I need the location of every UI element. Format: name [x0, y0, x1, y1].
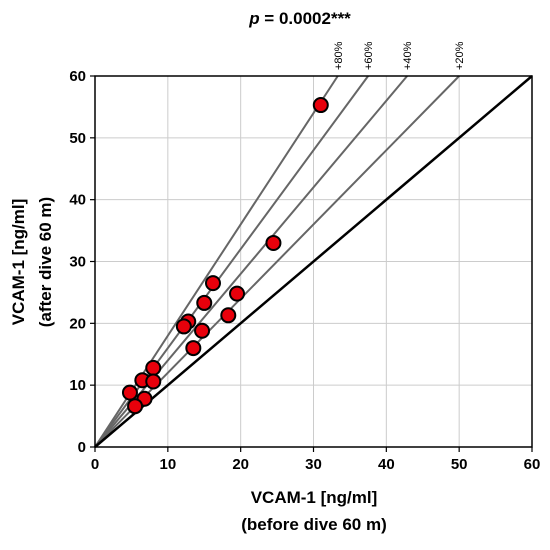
data-point	[175, 318, 192, 335]
data-point	[265, 234, 282, 251]
chart-title: p = 0.0002***	[248, 9, 351, 28]
reference-line-label: +40%	[402, 41, 414, 70]
y-tick-label: 20	[69, 315, 86, 332]
data-point	[312, 97, 329, 114]
x-tick-label: 0	[91, 456, 99, 473]
data-point	[121, 384, 138, 401]
identity-line	[94, 75, 533, 448]
x-tick-label: 50	[451, 456, 468, 473]
x-axis-title-line2: (before dive 60 m)	[241, 515, 387, 534]
data-point	[220, 307, 237, 324]
identity-line-group	[94, 75, 533, 448]
data-point	[127, 398, 144, 415]
data-point	[185, 340, 202, 357]
data-point	[145, 373, 162, 390]
data-point	[196, 294, 213, 311]
x-tick-labels: 0 10 20 30 40 50 60	[91, 447, 541, 473]
y-tick-labels: 0 10 20 30 40 50 60	[69, 68, 95, 456]
data-point	[229, 285, 246, 302]
x-tick-label: 40	[378, 456, 395, 473]
data-point	[204, 275, 221, 292]
data-point	[145, 359, 162, 376]
reference-line-label: +60%	[363, 41, 375, 70]
data-point	[194, 322, 211, 339]
y-axis-title-line2: (after dive 60 m)	[36, 197, 55, 327]
reference-line	[94, 75, 339, 448]
y-tick-label: 10	[69, 377, 86, 394]
y-tick-label: 40	[69, 192, 86, 209]
title-p-symbol: p	[248, 9, 259, 28]
x-tick-label: 20	[232, 456, 249, 473]
x-axis-title: VCAM-1 [ng/ml]	[251, 488, 378, 507]
y-tick-label: 60	[69, 68, 86, 85]
reference-line-label: +20%	[454, 41, 466, 70]
x-tick-label: 60	[524, 456, 541, 473]
x-tick-label: 30	[305, 456, 322, 473]
reference-line-labels: +80% +60% +40% +20%	[333, 41, 466, 70]
y-tick-label: 50	[69, 130, 86, 147]
y-tick-label: 30	[69, 254, 86, 271]
y-tick-label: 0	[78, 439, 86, 456]
reference-line-label: +80%	[333, 41, 345, 70]
title-p-value: = 0.0002***	[260, 9, 352, 28]
y-axis-title: VCAM-1 [ng/ml]	[9, 199, 28, 326]
x-tick-label: 10	[159, 456, 176, 473]
data-points	[121, 97, 329, 415]
